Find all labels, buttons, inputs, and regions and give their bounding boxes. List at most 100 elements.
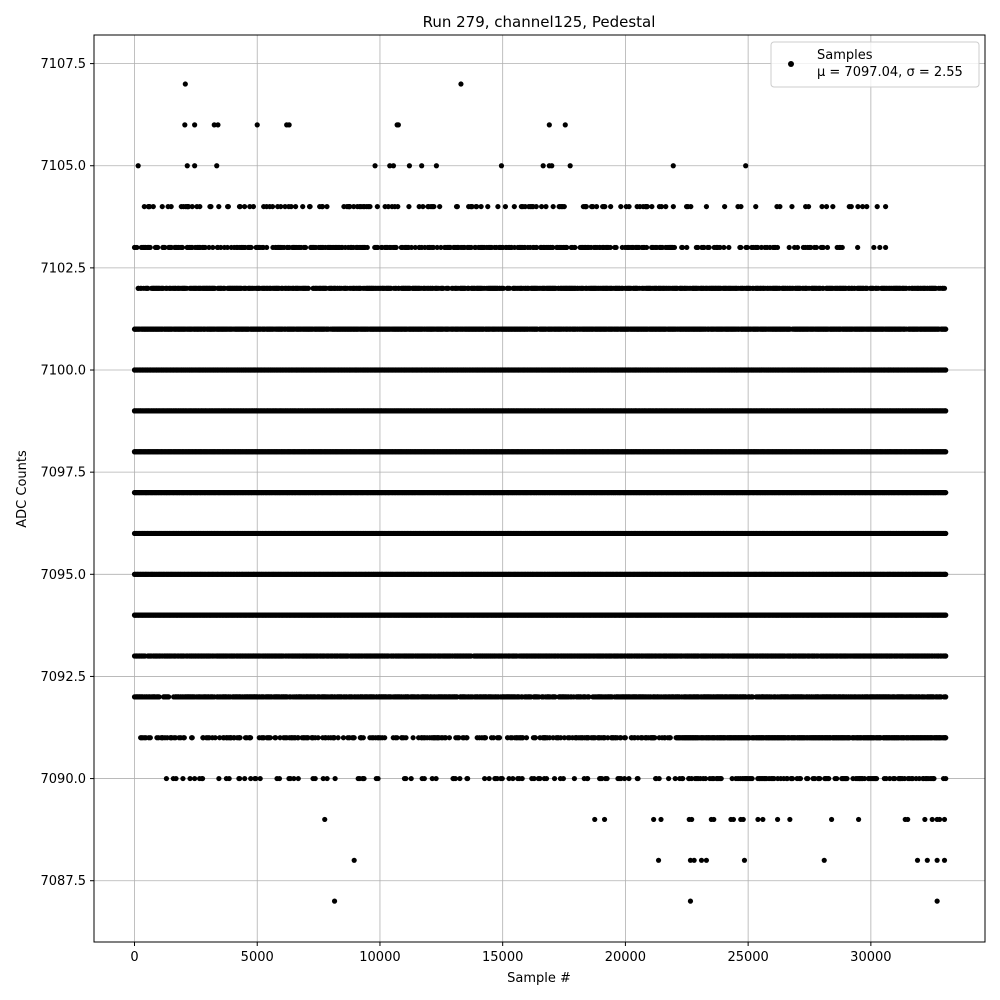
data-point <box>408 244 415 251</box>
data-point <box>293 203 299 210</box>
data-point <box>189 203 195 210</box>
data-point <box>572 244 578 251</box>
data-point <box>522 203 528 210</box>
data-point <box>684 244 690 251</box>
data-point <box>202 244 208 251</box>
data-point <box>147 203 153 210</box>
data-point <box>663 203 669 210</box>
data-point <box>550 244 556 251</box>
data-point <box>626 203 632 210</box>
data-point <box>943 408 949 414</box>
data-point <box>141 203 147 210</box>
chart-title: Run 279, channel125, Pedestal <box>423 13 656 31</box>
data-point <box>184 163 190 169</box>
data-point <box>250 203 257 210</box>
data-point <box>550 203 556 210</box>
data-point <box>943 367 949 373</box>
data-point <box>485 203 491 210</box>
data-point <box>546 122 552 128</box>
data-point <box>882 203 889 210</box>
data-point <box>538 203 545 210</box>
data-point <box>820 244 826 251</box>
data-point <box>643 244 650 251</box>
data-point <box>416 203 422 210</box>
data-point <box>688 203 694 210</box>
data-point <box>498 163 505 169</box>
data-point <box>738 203 744 210</box>
data-point <box>561 203 567 210</box>
data-point <box>218 244 224 251</box>
data-point <box>534 244 540 251</box>
data-point <box>420 203 426 210</box>
data-point <box>777 203 783 210</box>
data-point <box>241 203 248 210</box>
data-point <box>372 163 378 169</box>
data-point <box>860 203 866 210</box>
data-point <box>162 244 168 251</box>
data-point <box>406 203 412 210</box>
data-point <box>214 163 220 169</box>
data-point <box>658 203 665 210</box>
data-point <box>168 203 174 210</box>
data-point <box>375 244 381 251</box>
data-point <box>882 244 889 251</box>
data-point <box>159 203 165 210</box>
data-point <box>208 203 214 210</box>
data-point <box>367 203 373 210</box>
data-point <box>225 203 231 210</box>
data-point <box>182 81 188 87</box>
data-point <box>839 244 845 251</box>
data-point <box>237 203 243 210</box>
data-point <box>618 203 624 210</box>
data-point <box>286 122 292 128</box>
data-point <box>307 203 313 210</box>
data-point <box>215 122 221 128</box>
data-point <box>511 203 517 210</box>
data-point <box>941 285 948 291</box>
data-point <box>671 244 678 251</box>
data-point <box>613 244 619 251</box>
data-point <box>131 408 138 414</box>
data-point <box>364 244 370 251</box>
data-point <box>593 203 600 210</box>
data-point <box>431 203 437 210</box>
data-point <box>192 122 198 128</box>
data-point <box>738 244 744 251</box>
data-point <box>135 163 141 169</box>
data-point <box>701 244 707 251</box>
data-point <box>706 244 712 251</box>
data-point <box>789 203 795 210</box>
data-point <box>324 203 330 210</box>
data-point <box>823 203 830 210</box>
data-point <box>679 244 686 251</box>
data-point <box>211 122 217 128</box>
data-point <box>469 203 475 210</box>
data-point <box>419 163 425 169</box>
data-point <box>670 203 676 210</box>
data-point <box>390 163 397 169</box>
data-point <box>269 203 276 210</box>
data-point <box>717 244 723 251</box>
data-point <box>564 244 570 251</box>
data-point <box>753 203 759 210</box>
data-point <box>830 203 836 210</box>
data-point <box>150 203 156 210</box>
data-point <box>395 203 401 210</box>
data-point <box>305 285 312 291</box>
data-point <box>549 163 555 169</box>
data-point <box>278 203 284 210</box>
data-point <box>495 203 501 210</box>
data-point <box>182 122 188 128</box>
data-point <box>300 203 306 210</box>
data-point <box>224 244 231 251</box>
data-point <box>131 326 138 332</box>
data-point <box>254 122 260 128</box>
data-point <box>387 163 393 169</box>
data-point <box>288 203 294 210</box>
data-point <box>583 203 589 210</box>
data-point <box>131 244 138 251</box>
data-point <box>721 244 727 251</box>
data-point <box>590 203 596 210</box>
data-point <box>855 203 861 210</box>
